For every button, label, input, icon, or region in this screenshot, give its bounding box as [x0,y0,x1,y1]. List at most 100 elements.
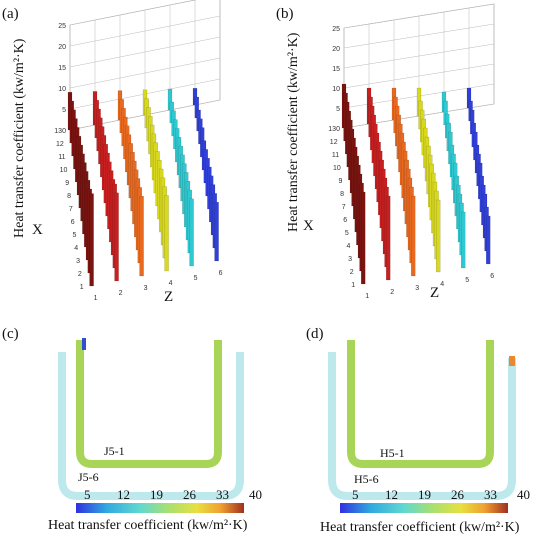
bar [436,199,441,273]
x-tick-label: 3 [348,256,352,263]
x-tick-label: 6 [71,219,75,226]
x-tick-label: 12 [56,141,64,148]
y-tick-label: 6 [490,273,494,280]
x-tick-label: 8 [340,191,344,198]
z-tick-label: 20 [332,46,340,53]
x-tick-label: 7 [69,206,73,213]
colorbar-tick-label: 19 [150,487,163,502]
x-tick-label: 13 [54,128,62,135]
x-tick-label: 11 [332,152,339,159]
bar [214,201,219,262]
bar [114,192,119,282]
x-tick-label: 2 [350,269,354,276]
z-tick-label: 25 [332,26,340,33]
bar [139,195,144,277]
panel-b-letter: (b) [276,6,294,22]
y-tick-label: 1 [94,295,98,302]
panel-c-letter: (c) [2,326,19,342]
x-tick-label: 1 [351,282,355,289]
pipe-h5-6 [328,352,516,500]
z-tick-label: 15 [332,66,340,73]
pipe-h5-1 [347,340,494,468]
colorbar-d-title: Heat transfer coefficient (kw/m²·K) [320,520,520,535]
x-tick-label: 9 [65,180,69,187]
z-tick-label: 15 [58,65,66,72]
colorbar-c-title: Heat transfer coefficient (kw/m²·K) [48,518,248,533]
z-tick-label: 10 [58,86,66,93]
colorbar-tick-label: 40 [517,487,530,502]
y-tick-label: 3 [144,285,148,292]
x-tick-label: 4 [346,243,350,250]
x-tick-label: 7 [342,204,346,211]
y-tick-label: 2 [119,290,123,297]
x-tick-label: 4 [74,245,78,252]
colorbar-d [340,503,508,513]
pipe-label-j5-6: J5-6 [78,470,99,484]
y-tick-label: 3 [415,285,419,292]
x-tick-label: 3 [76,258,80,265]
x-tick-label: 8 [67,193,71,200]
x-tick-label: 10 [333,165,341,172]
panel-a-letter: (a) [2,6,19,22]
colorbar-tick-label: 33 [484,487,497,502]
colorbar-tick-label: 12 [117,487,130,502]
z-tick-label: 5 [62,107,66,114]
x-tick-label: 5 [345,230,349,237]
bar [189,198,194,267]
bar [361,191,366,285]
x-tick-label: 1 [80,284,84,291]
pipe-label-h5-1: H5-1 [380,446,405,460]
x-tick-label: 6 [343,217,347,224]
colorbar-tick-label: 33 [216,487,229,502]
colorbar-tick-label: 12 [385,487,398,502]
z-tick-label: 5 [336,106,340,113]
pipe-h5-6-end-marker [509,356,515,366]
z-tick-label: 25 [58,23,66,30]
z-tick-label: 20 [58,44,66,51]
chart-b-ylabel: Z [430,285,440,301]
colorbar-tick-label: 5 [84,487,91,502]
x-tick-label: 10 [60,167,68,174]
z-tick-label: 10 [332,86,340,93]
colorbar-tick-label: 40 [249,487,262,502]
bar [461,211,466,269]
panel-d-letter: (d) [306,326,324,342]
panel-d-pipes [328,340,516,500]
y-tick-label: 4 [169,280,173,287]
y-tick-label: 6 [219,270,223,277]
bar [386,195,391,281]
bar [89,193,94,287]
x-tick-label: 12 [330,139,338,146]
y-tick-label: 5 [465,277,469,284]
colorbar-c [76,503,244,513]
pipe-j5-1-end-marker [82,338,86,350]
bar [164,195,169,272]
x-tick-label: 2 [78,271,82,278]
x-tick-label: 11 [58,154,65,161]
bar [411,195,416,277]
y-tick-label: 2 [390,289,394,296]
pipe-j5-1 [76,340,222,468]
y-tick-label: 1 [365,293,369,300]
pipe-label-h5-6: H5-6 [354,472,379,486]
x-tick-label: 5 [72,232,76,239]
chart-a-xlabel: X [32,222,43,238]
z-tick-label: 0 [62,128,66,135]
x-tick-label: 9 [338,178,342,185]
y-tick-label: 4 [440,281,444,288]
z-tick-label: 0 [336,126,340,133]
chart-b-xlabel: X [303,218,314,234]
colorbar-tick-label: 26 [183,487,196,502]
colorbar-tick-label: 5 [352,487,359,502]
x-tick-label: 13 [328,126,336,133]
colorbar-tick-label: 26 [451,487,464,502]
chart-a-ylabel: Z [164,289,174,305]
pipe-label-j5-1: J5-1 [104,444,125,458]
bar [486,215,491,265]
pipe-j5-6 [58,352,244,500]
panel-c-pipes [58,338,244,500]
colorbar-tick-label: 19 [418,487,431,502]
